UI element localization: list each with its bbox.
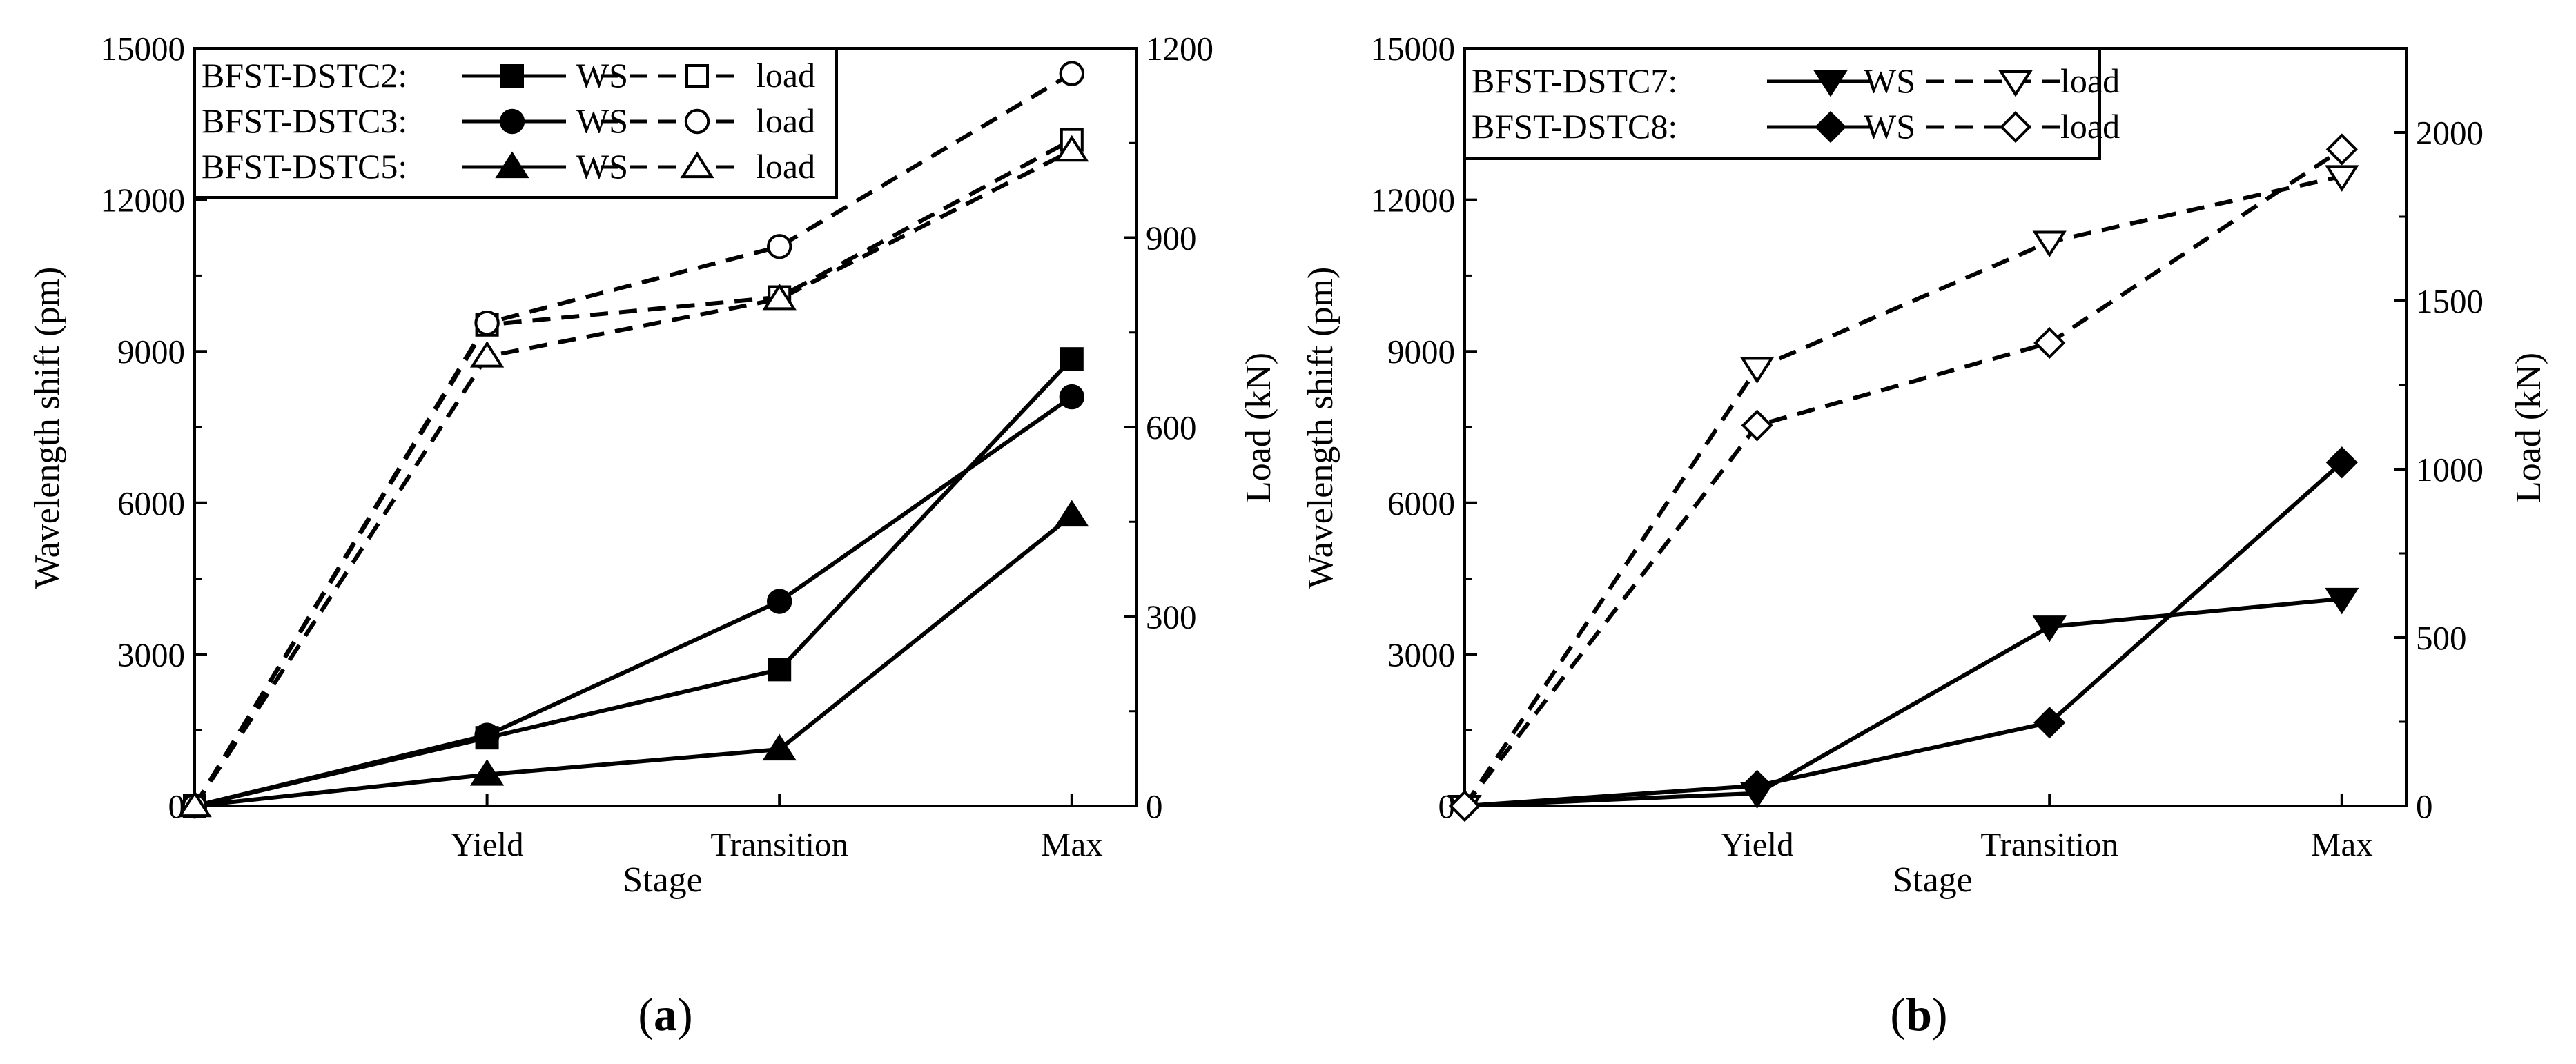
series-line bbox=[1464, 460, 2343, 808]
legend-b: BFST-DSTC7: WS load BFST-DSTC8: WS load bbox=[1463, 47, 2120, 160]
chart-panel-a: 0300060009000120001500003006009001200Yie… bbox=[28, 30, 1278, 1041]
data-point bbox=[469, 341, 505, 368]
legend-load-label: load bbox=[756, 147, 815, 186]
y-left-tick-label: 3000 bbox=[117, 636, 185, 673]
data-point bbox=[2325, 165, 2359, 192]
data-point bbox=[1055, 500, 1089, 527]
y-right-tick-label: 900 bbox=[1146, 219, 1197, 257]
y-right-tick-label: 1000 bbox=[2416, 451, 2484, 489]
y-left-tick-label: 12000 bbox=[1371, 181, 1456, 219]
y-left-tick-label: 3000 bbox=[1387, 636, 1455, 673]
data-point bbox=[469, 759, 505, 786]
legend-load-label: load bbox=[2060, 107, 2120, 146]
series-line bbox=[194, 513, 1073, 808]
legend-load-marker bbox=[685, 64, 709, 88]
data-point bbox=[762, 733, 797, 761]
data-point bbox=[2032, 230, 2067, 258]
legend-ws-label: WS bbox=[1864, 61, 1915, 100]
y-axis-title-right-b: Load (kN) bbox=[2509, 353, 2548, 503]
legend-series-name: BFST-DSTC2: bbox=[202, 56, 407, 95]
y-right-tick-label: 1500 bbox=[2416, 282, 2484, 320]
legend-load-marker bbox=[680, 151, 714, 179]
series-line bbox=[1463, 174, 2343, 807]
y-right-tick-label: 2000 bbox=[2416, 114, 2484, 152]
data-point bbox=[2033, 326, 2066, 359]
y-left-tick-label: 9000 bbox=[117, 333, 185, 371]
series-line bbox=[193, 148, 1073, 807]
data-point bbox=[1739, 357, 1775, 384]
legend-series-name: BFST-DSTC5: bbox=[202, 147, 407, 186]
legend-load-marker bbox=[684, 108, 710, 135]
y-left-tick-label: 15000 bbox=[1371, 30, 1456, 68]
data-point bbox=[1448, 789, 1481, 822]
x-tick-label: Yield bbox=[451, 825, 524, 863]
x-tick-label: Yield bbox=[1721, 825, 1794, 863]
legend-ws-marker bbox=[500, 64, 524, 88]
x-axis-title-a: Stage bbox=[623, 860, 703, 900]
legend-load-label: load bbox=[2060, 61, 2120, 100]
x-tick-label: Transition bbox=[710, 825, 848, 863]
y-left-tick-label: 9000 bbox=[1387, 333, 1455, 371]
x-tick-label: Transition bbox=[1980, 825, 2118, 863]
y-axis-title-left-b: Wavelength shift (pm) bbox=[1301, 267, 1340, 589]
y-left-tick-label: 15000 bbox=[101, 30, 186, 68]
y-right-tick-label: 0 bbox=[2416, 787, 2433, 825]
legend-box-b bbox=[1463, 47, 2101, 160]
data-point bbox=[1055, 135, 1089, 162]
legend-load-label: load bbox=[756, 56, 815, 95]
data-point bbox=[2325, 446, 2358, 479]
data-point bbox=[2325, 133, 2358, 166]
data-point bbox=[762, 283, 797, 311]
data-point bbox=[2032, 615, 2067, 642]
y-axis-title-left-a: Wavelength shift (pm) bbox=[28, 267, 67, 589]
data-point bbox=[1059, 61, 1085, 86]
y-right-tick-label: 300 bbox=[1146, 598, 1197, 636]
legend-series-name: BFST-DSTC7: bbox=[1472, 61, 1677, 100]
data-point bbox=[474, 310, 500, 336]
legend-load-label: load bbox=[756, 101, 815, 140]
series-line bbox=[193, 138, 1073, 807]
data-point bbox=[1741, 769, 1773, 802]
data-point bbox=[474, 722, 500, 748]
legend-load-marker bbox=[1998, 70, 2033, 97]
legend-series-name: BFST-DSTC8: bbox=[1472, 107, 1677, 146]
y-right-tick-label: 500 bbox=[2416, 619, 2467, 657]
data-point bbox=[2033, 707, 2066, 739]
data-point bbox=[1060, 347, 1084, 371]
legend-ws-marker bbox=[495, 151, 529, 179]
x-tick-label: Max bbox=[1041, 825, 1103, 863]
legend-ws-marker bbox=[1814, 110, 1847, 144]
data-point bbox=[1741, 409, 1773, 442]
y-left-tick-label: 6000 bbox=[117, 484, 185, 522]
x-tick-label: Max bbox=[2311, 825, 2373, 863]
data-point bbox=[1059, 384, 1085, 410]
data-point bbox=[767, 234, 792, 259]
legend-ws-label: WS bbox=[1864, 107, 1915, 146]
series-line bbox=[1463, 147, 2343, 807]
y-right-tick-label: 0 bbox=[1146, 787, 1163, 825]
legend-series-name: BFST-DSTC3: bbox=[202, 101, 407, 140]
y-left-tick-label: 12000 bbox=[101, 181, 186, 219]
y-right-tick-label: 600 bbox=[1146, 408, 1197, 446]
data-point bbox=[177, 790, 212, 818]
panel-label-a: (a) bbox=[638, 988, 692, 1041]
series-line bbox=[1464, 596, 2343, 808]
y-right-tick-label: 1200 bbox=[1146, 30, 1213, 68]
series-line bbox=[194, 395, 1073, 808]
legend-ws-marker bbox=[1813, 70, 1848, 97]
data-point bbox=[767, 589, 792, 614]
series-line bbox=[194, 357, 1073, 808]
panel-label-b: (b) bbox=[1890, 988, 1947, 1041]
x-axis-title-b: Stage bbox=[1893, 860, 1973, 900]
legend-ws-marker bbox=[499, 108, 525, 135]
data-point bbox=[768, 658, 792, 682]
data-point bbox=[2325, 587, 2359, 615]
y-left-tick-label: 6000 bbox=[1387, 484, 1455, 522]
legend-load-marker bbox=[1999, 110, 2032, 144]
chart-panel-b: 030006000900012000150000500100015002000Y… bbox=[1301, 30, 2548, 1041]
y-axis-title-right-a: Load (kN) bbox=[1239, 353, 1278, 503]
